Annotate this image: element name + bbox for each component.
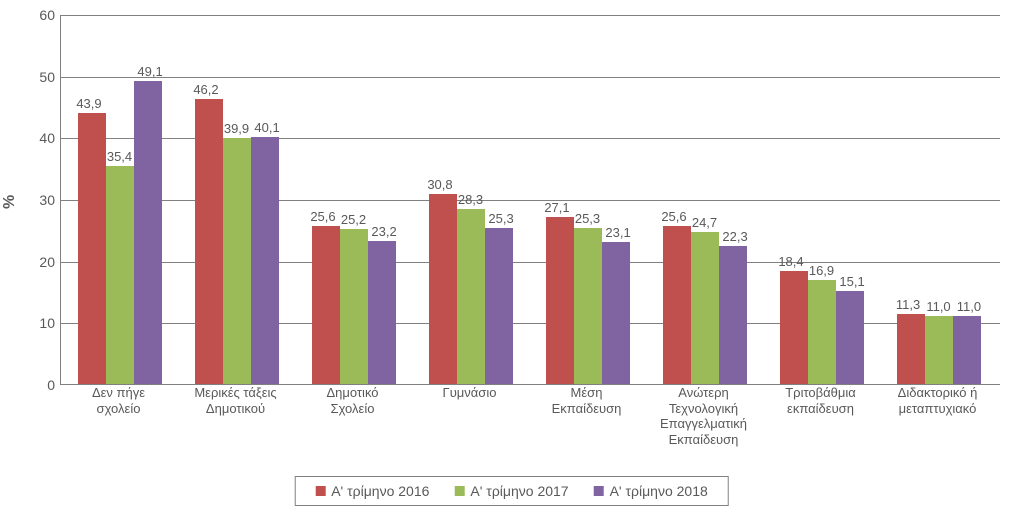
bar-value-label: 39,9	[224, 121, 249, 136]
bar-group: 30,828,325,3	[412, 194, 529, 384]
bar: 15,1	[836, 291, 864, 384]
bar: 24,7	[691, 232, 719, 384]
bar-value-label: 49,1	[137, 64, 162, 79]
bar-value-label: 25,6	[310, 209, 335, 224]
bar-value-label: 16,9	[809, 263, 834, 278]
bar-value-label: 11,0	[926, 299, 950, 314]
bar-value-label: 25,3	[575, 211, 600, 226]
y-tick-label: 60	[25, 7, 55, 23]
x-tick-label: Διδακτορικό ήμεταπτυχιακό	[879, 385, 996, 416]
bar: 11,3	[897, 314, 925, 384]
bar-value-label: 22,3	[722, 229, 747, 244]
bar-value-label: 46,2	[193, 82, 218, 97]
bar-group: 25,624,722,3	[646, 226, 763, 384]
bar-value-label: 35,4	[107, 149, 132, 164]
y-tick-label: 20	[25, 254, 55, 270]
bar: 11,0	[925, 316, 953, 384]
legend-label: Α' τρίμηνο 2017	[470, 483, 568, 499]
bar-group: 43,935,449,1	[61, 81, 178, 384]
y-tick-label: 30	[25, 192, 55, 208]
bar: 25,3	[574, 228, 602, 384]
legend-item: Α' τρίμηνο 2017	[454, 483, 568, 499]
bar: 30,8	[429, 194, 457, 384]
bar-value-label: 11,0	[957, 299, 981, 314]
bar-value-label: 25,3	[488, 211, 513, 226]
legend-item: Α' τρίμηνο 2016	[315, 483, 429, 499]
x-tick-label: ΜέσηΕκπαίδευση	[528, 385, 645, 416]
bar: 35,4	[106, 166, 134, 384]
y-tick-label: 50	[25, 69, 55, 85]
bar-value-label: 25,6	[661, 209, 686, 224]
bar-value-label: 43,9	[76, 96, 101, 111]
bar: 43,9	[78, 113, 106, 384]
bar: 25,6	[663, 226, 691, 384]
x-tick-label: Γυμνάσιο	[411, 385, 528, 401]
legend-label: Α' τρίμηνο 2016	[331, 483, 429, 499]
bar-value-label: 11,3	[896, 297, 920, 312]
x-tick-label: ΑνώτερηΤεχνολογικήΕπαγγελματικήΕκπαίδευσ…	[645, 385, 762, 447]
bar: 23,2	[368, 241, 396, 384]
x-tick-label: Τριτοβάθμιαεκπαίδευση	[762, 385, 879, 416]
x-tick-label: Μερικές τάξειςΔημοτικού	[177, 385, 294, 416]
bar-value-label: 27,1	[544, 200, 569, 215]
y-tick-label: 40	[25, 130, 55, 146]
y-tick-label: 10	[25, 315, 55, 331]
bar: 49,1	[134, 81, 162, 384]
bar: 39,9	[223, 138, 251, 384]
bar-value-label: 18,4	[778, 254, 803, 269]
bar: 25,3	[485, 228, 513, 384]
bar-value-label: 28,3	[458, 192, 483, 207]
bar: 40,1	[251, 137, 279, 384]
chart-container: % 0102030405060 43,935,449,146,239,940,1…	[0, 0, 1023, 516]
y-tick-label: 0	[25, 377, 55, 393]
bar-group: 11,311,011,0	[880, 314, 997, 384]
bar-group: 18,416,915,1	[763, 271, 880, 384]
bar-value-label: 40,1	[254, 120, 279, 135]
plot-area: 43,935,449,146,239,940,125,625,223,230,8…	[60, 15, 1000, 385]
legend: Α' τρίμηνο 2016 Α' τρίμηνο 2017 Α' τρίμηνο…	[294, 476, 729, 506]
gridline	[61, 77, 1000, 78]
bar: 27,1	[546, 217, 574, 384]
gridline	[61, 15, 1000, 16]
bar: 16,9	[808, 280, 836, 384]
bar-value-label: 23,2	[371, 224, 396, 239]
bar-value-label: 23,1	[605, 225, 630, 240]
legend-swatch	[315, 486, 325, 496]
x-tick-label: ΔημοτικόΣχολείο	[294, 385, 411, 416]
bar: 25,6	[312, 226, 340, 384]
legend-swatch	[594, 486, 604, 496]
bar-group: 27,125,323,1	[529, 217, 646, 384]
bar: 22,3	[719, 246, 747, 384]
bar: 46,2	[195, 99, 223, 384]
bar-value-label: 24,7	[692, 215, 717, 230]
y-axis-title: %	[1, 195, 19, 209]
bar: 18,4	[780, 271, 808, 384]
bar-group: 25,625,223,2	[295, 226, 412, 384]
bar: 28,3	[457, 209, 485, 384]
legend-swatch	[454, 486, 464, 496]
bar: 23,1	[602, 242, 630, 384]
bar-group: 46,239,940,1	[178, 99, 295, 384]
bar-value-label: 30,8	[427, 177, 452, 192]
x-tick-label: Δεν πήγεσχολείο	[60, 385, 177, 416]
legend-label: Α' τρίμηνο 2018	[610, 483, 708, 499]
bar-value-label: 15,1	[839, 274, 864, 289]
bar-value-label: 25,2	[341, 212, 366, 227]
bar: 11,0	[953, 316, 981, 384]
legend-item: Α' τρίμηνο 2018	[594, 483, 708, 499]
bar: 25,2	[340, 229, 368, 384]
